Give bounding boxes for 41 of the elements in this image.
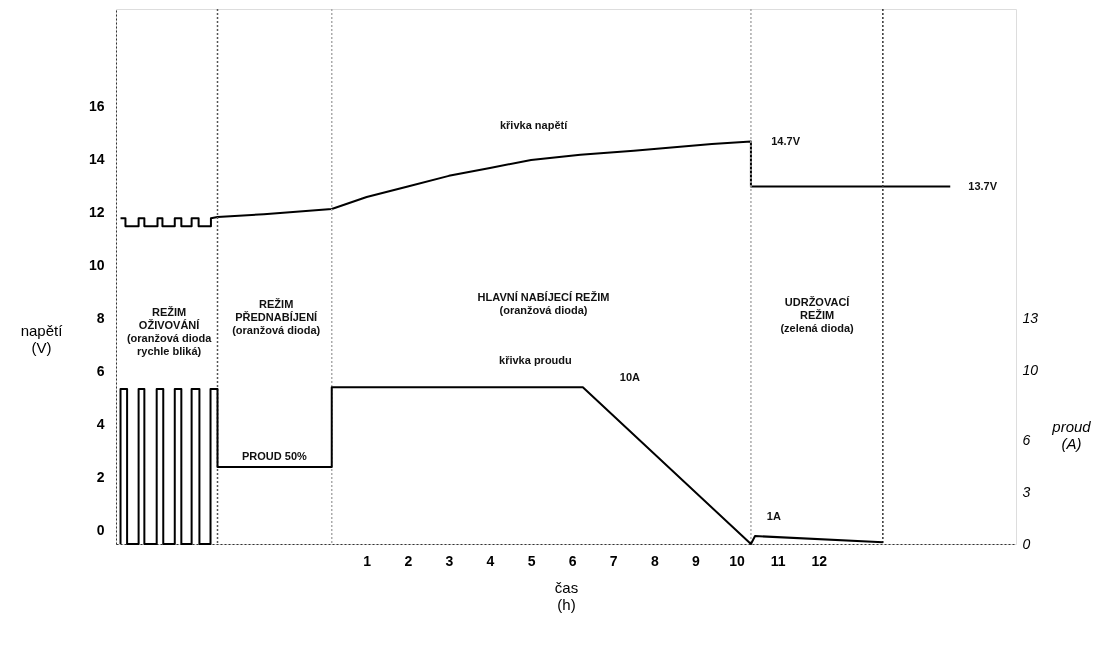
x-tick-label: 4 — [486, 552, 495, 569]
annotation: REŽIM PŘEDNABÍJENÍ (oranžová dioda) — [232, 298, 321, 337]
x-axis-title: čas (h) — [554, 578, 579, 613]
y-tick-label: 2 — [96, 469, 105, 486]
x-tick-label: 12 — [811, 552, 828, 569]
annotation: HLAVNÍ NABÍJECÍ REŽIM (oranžová dioda) — [477, 290, 610, 316]
y-tick-label: 14 — [88, 151, 105, 168]
annotation: 14.7V — [771, 134, 801, 147]
y2-tick-label: 10 — [1022, 362, 1039, 379]
y-tick-label: 12 — [88, 204, 105, 221]
x-tick-label: 6 — [568, 552, 577, 569]
x-tick-label: 1 — [363, 552, 372, 569]
x-tick-label: 2 — [404, 552, 413, 569]
x-tick-label: 7 — [609, 552, 618, 569]
y-tick-label: 0 — [96, 522, 105, 539]
y2-tick-label: 3 — [1022, 483, 1031, 500]
x-tick-label: 8 — [650, 552, 659, 569]
y2-tick-label: 0 — [1022, 535, 1031, 552]
annotation: 1A — [766, 510, 781, 523]
y2-axis-title: proud (A) — [1051, 417, 1092, 452]
y-axis-title: napětí (V) — [20, 321, 64, 356]
x-tick-label: 10 — [729, 552, 746, 569]
y-tick-label: 8 — [96, 310, 105, 327]
annotation: REŽIM OŽIVOVÁNÍ (oranžová dioda rychle bliká) — [126, 306, 213, 358]
x-tick-label: 11 — [770, 552, 786, 569]
line-series — [119, 386, 884, 545]
y-tick-label: 4 — [96, 416, 105, 433]
y-tick-label: 6 — [96, 363, 105, 380]
annotation: 10A — [619, 371, 641, 384]
annotation: PROUD 50% — [242, 449, 308, 462]
annotation: křivka proudu — [499, 354, 572, 367]
annotation: UDRŽOVACÍ REŽIM (zelená dioda) — [780, 296, 855, 335]
annotation: křivka napětí — [499, 118, 569, 131]
y2-tick-label: 13 — [1022, 310, 1039, 327]
x-tick-label: 3 — [445, 552, 454, 569]
y-tick-label: 10 — [88, 257, 105, 274]
x-tick-label: 9 — [692, 552, 701, 569]
y2-tick-label: 6 — [1022, 431, 1031, 448]
annotation: 13.7V — [968, 179, 998, 192]
y-tick-label: 16 — [88, 98, 105, 115]
x-tick-label: 5 — [527, 552, 536, 569]
